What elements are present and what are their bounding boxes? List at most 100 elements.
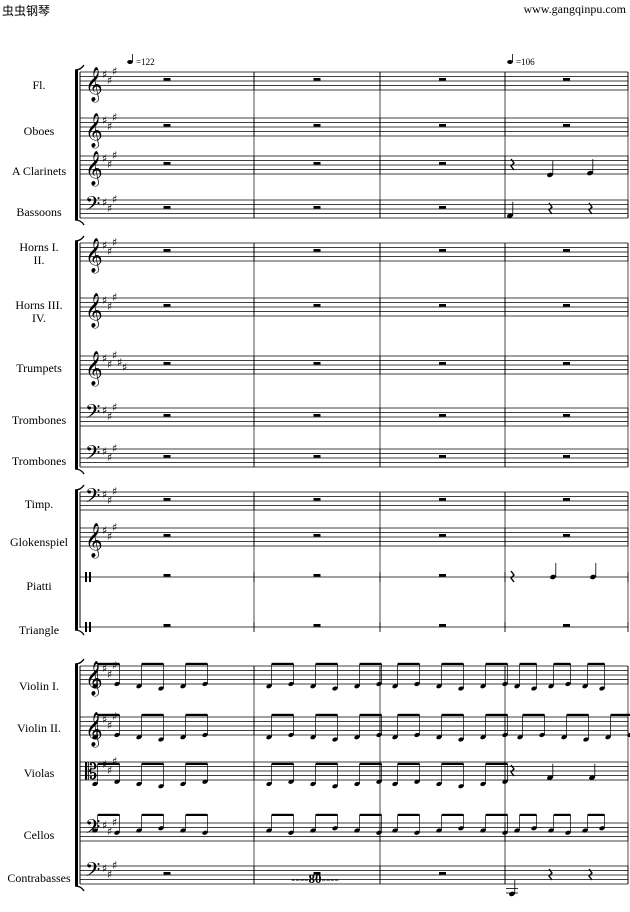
notehead — [354, 684, 360, 689]
sharp-icon: ♯ — [112, 149, 117, 162]
instrument-label: Timp. — [24, 497, 54, 511]
notehead — [502, 830, 508, 835]
notehead — [114, 732, 120, 738]
notehead — [392, 684, 398, 689]
beam — [485, 713, 508, 716]
sharp-icon: ♯ — [112, 710, 117, 723]
sharp-icon: ♯ — [102, 294, 107, 307]
percussion-clef-icon — [85, 572, 87, 582]
beam — [185, 813, 208, 816]
treble-clef-icon: 𝄞 — [85, 67, 103, 103]
beam — [141, 662, 164, 665]
notehead — [92, 828, 98, 833]
notehead — [587, 170, 593, 176]
notehead — [202, 732, 208, 738]
percussion-clef-icon — [89, 622, 91, 632]
whole-rest-icon — [439, 455, 446, 458]
notehead — [436, 684, 442, 689]
notehead — [539, 732, 545, 738]
beam — [397, 813, 420, 816]
beam — [553, 813, 571, 816]
whole-rest-icon — [313, 414, 321, 417]
whole-rest-icon — [439, 362, 446, 365]
staff-bracket — [75, 664, 78, 886]
notehead — [266, 828, 272, 833]
bass-clef-icon: 𝄢 — [85, 815, 100, 843]
staff: 𝄡♯♯♯ — [80, 755, 629, 785]
notehead — [310, 781, 316, 787]
whole-rest-icon — [313, 362, 321, 365]
notehead — [158, 826, 164, 831]
whole-rest-icon — [439, 534, 446, 537]
quarter-rest-icon — [588, 868, 593, 881]
notehead — [480, 735, 486, 740]
whole-rest-icon — [439, 249, 446, 252]
sharp-icon: ♯ — [112, 65, 117, 78]
staff-bracket — [74, 658, 85, 665]
note — [547, 160, 554, 178]
sharp-icon: ♯ — [102, 352, 107, 365]
sharp-icon: ♯ — [107, 764, 112, 777]
beam — [271, 762, 294, 765]
quarter-rest-icon — [510, 570, 515, 583]
notehead — [288, 779, 294, 784]
sharp-icon: ♯ — [112, 111, 117, 124]
staff — [80, 622, 629, 632]
instrument-label: Violin II. — [17, 721, 61, 735]
notehead — [158, 737, 164, 742]
instrument-label: Violas — [23, 766, 55, 780]
notehead — [310, 684, 316, 689]
staff: 𝄞 ♯ ♯♯ — [80, 111, 629, 149]
beam — [397, 762, 420, 765]
notehead — [332, 737, 338, 742]
notehead — [458, 826, 464, 831]
treble-clef-icon: 𝄞 — [85, 238, 103, 274]
sharp-icon: ♯ — [102, 404, 107, 417]
beam — [141, 762, 164, 765]
beam — [485, 662, 508, 665]
whole-rest-icon — [163, 574, 171, 577]
sharp-icon: ♯ — [107, 410, 112, 423]
beam — [441, 713, 464, 716]
beam — [441, 762, 464, 765]
notehead — [92, 735, 98, 740]
page-number: ----80---- — [291, 871, 339, 886]
notehead — [180, 684, 186, 689]
beam — [97, 813, 120, 816]
treble-clef-icon: 𝄞 — [85, 113, 103, 149]
sharp-icon: ♯ — [102, 152, 107, 165]
quarter-note-icon — [507, 60, 513, 64]
instrument-label: Contrabasses — [7, 871, 71, 885]
sharp-icon: ♯ — [107, 202, 112, 215]
site-url[interactable]: www.gangqinpu.com — [523, 2, 626, 16]
notehead — [354, 735, 360, 740]
staff: 𝄢 ♯ ♯♯ — [80, 441, 629, 469]
sharp-icon: ♯ — [107, 719, 112, 732]
notehead — [548, 684, 554, 689]
quarter-rest-icon — [510, 764, 515, 777]
staff: 𝄞 ♯ ♯♯ — [80, 236, 629, 274]
notehead — [202, 681, 208, 687]
notehead — [582, 684, 588, 689]
staff: 𝄞 ♯ ♯♯♯ ♯ — [80, 349, 629, 387]
notehead — [565, 830, 571, 835]
notehead — [565, 681, 571, 687]
notehead — [288, 830, 294, 835]
sharp-icon: ♯ — [102, 239, 107, 252]
staff: 𝄢 ♯ ♯♯ — [80, 484, 629, 512]
notehead — [136, 735, 142, 740]
bass-clef-icon: 𝄢 — [85, 441, 100, 469]
tempo-mark: =122 — [127, 54, 155, 67]
whole-rest-icon — [163, 304, 171, 307]
beam — [522, 713, 545, 716]
sharp-icon: ♯ — [112, 401, 117, 414]
sharp-icon: ♯ — [112, 193, 117, 206]
instrument-label: Trombones — [11, 454, 67, 468]
note — [507, 201, 514, 219]
notehead — [158, 686, 164, 691]
staff-bracket — [75, 70, 78, 220]
instrument-label: Oboes — [23, 124, 55, 138]
tempo-mark-text: =122 — [136, 57, 155, 67]
treble-clef-icon: 𝄞 — [85, 661, 103, 697]
quarter-rest-icon — [548, 868, 553, 881]
